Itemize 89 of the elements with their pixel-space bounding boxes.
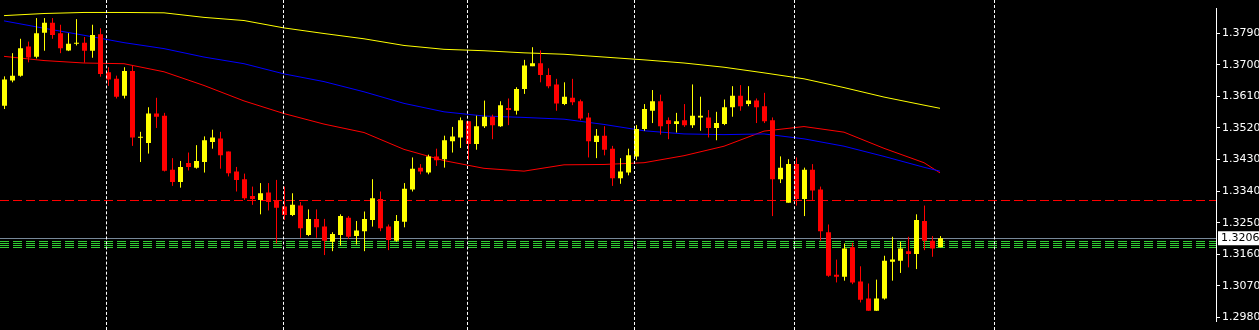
candlestick: [106, 66, 111, 87]
candlestick: [474, 115, 479, 151]
candlestick: [578, 99, 583, 121]
candlestick: [202, 135, 207, 174]
candlestick: [522, 59, 527, 95]
candlestick: [290, 192, 295, 217]
candlestick: [874, 279, 879, 312]
candlestick: [338, 213, 343, 247]
candlestick: [370, 178, 375, 228]
ref-line-label: 1.3206: [1221, 231, 1259, 245]
candlestick: [322, 218, 327, 256]
candlestick: [346, 215, 351, 240]
candlestick: [194, 144, 199, 170]
candlestick: [858, 265, 863, 303]
candlestick: [754, 97, 759, 124]
candlestick: [386, 224, 391, 251]
candlestick: [866, 282, 871, 312]
candlestick: [10, 52, 15, 83]
candlestick: [738, 84, 743, 112]
candlestick: [458, 116, 463, 149]
candlestick: [42, 17, 47, 52]
candlestick: [394, 214, 399, 243]
candlestick: [890, 236, 895, 282]
candlestick: [74, 18, 79, 46]
candlestick: [450, 126, 455, 154]
candlestick: [114, 75, 119, 99]
candlestick: [626, 148, 631, 176]
candlestick: [218, 131, 223, 170]
candlestick: [930, 235, 935, 258]
candlestick: [154, 97, 159, 129]
candlestick: [722, 99, 727, 126]
candlestick: [482, 100, 487, 129]
candlestick: [650, 89, 655, 124]
candlestick: [234, 166, 239, 193]
candlestick: [58, 24, 63, 54]
candlestick: [34, 17, 39, 59]
candlestick: [178, 160, 183, 189]
candlestick: [922, 205, 927, 251]
candlestick: [730, 85, 735, 118]
candlestick: [506, 97, 511, 126]
candlestick: [362, 211, 367, 252]
candlestick: [674, 112, 679, 134]
candlestick: [642, 103, 647, 132]
candlestick: [586, 112, 591, 158]
candlestick: [602, 125, 607, 156]
y-tick-label: 1.3520: [1222, 120, 1259, 134]
candlestick: [242, 173, 247, 201]
y-tick-label: 1.3250: [1222, 215, 1259, 229]
candlestick: [546, 67, 551, 89]
candlestick: [490, 114, 495, 140]
candlestick: [410, 156, 415, 193]
candlestick: [210, 129, 215, 150]
candlestick: [562, 81, 567, 106]
candlestick: [354, 220, 359, 246]
y-tick-label: 1.3700: [1222, 57, 1259, 71]
y-tick-label: 1.3790: [1222, 26, 1259, 40]
y-tick-label: 1.3340: [1222, 184, 1259, 198]
candlestick: [706, 109, 711, 138]
candlestick: [138, 131, 143, 163]
candlestick: [498, 100, 503, 128]
candlestick: [906, 236, 911, 268]
candlestick: [330, 231, 335, 252]
candlestick: [514, 86, 519, 116]
candlestick: [898, 241, 903, 274]
candlestick: [666, 116, 671, 140]
candlestick: [226, 150, 231, 177]
candlestick: [90, 24, 95, 59]
candlestick: [618, 157, 623, 185]
candlestick: [50, 17, 55, 40]
candlestick: [834, 259, 839, 283]
candlestick: [778, 155, 783, 184]
candlestick: [314, 208, 319, 239]
candlestick: [306, 208, 311, 237]
y-tick-label: 1.3160: [1222, 247, 1259, 261]
y-tick-label: 1.3070: [1222, 278, 1259, 292]
candlestick: [170, 157, 175, 187]
candlestick: [714, 111, 719, 141]
candlestick: [442, 135, 447, 169]
y-tick-label: 1.3610: [1222, 89, 1259, 103]
candlestick: [554, 78, 559, 112]
candlestick: [258, 182, 263, 215]
candlestick: [682, 103, 687, 128]
y-tick-label: 1.2980: [1222, 310, 1259, 324]
candlestick: [762, 92, 767, 124]
candlestick: [690, 83, 695, 129]
candlestick: [538, 49, 543, 83]
candlestick: [594, 128, 599, 159]
y-tick-label: 1.3430: [1222, 152, 1259, 166]
candlestick: [426, 154, 431, 175]
